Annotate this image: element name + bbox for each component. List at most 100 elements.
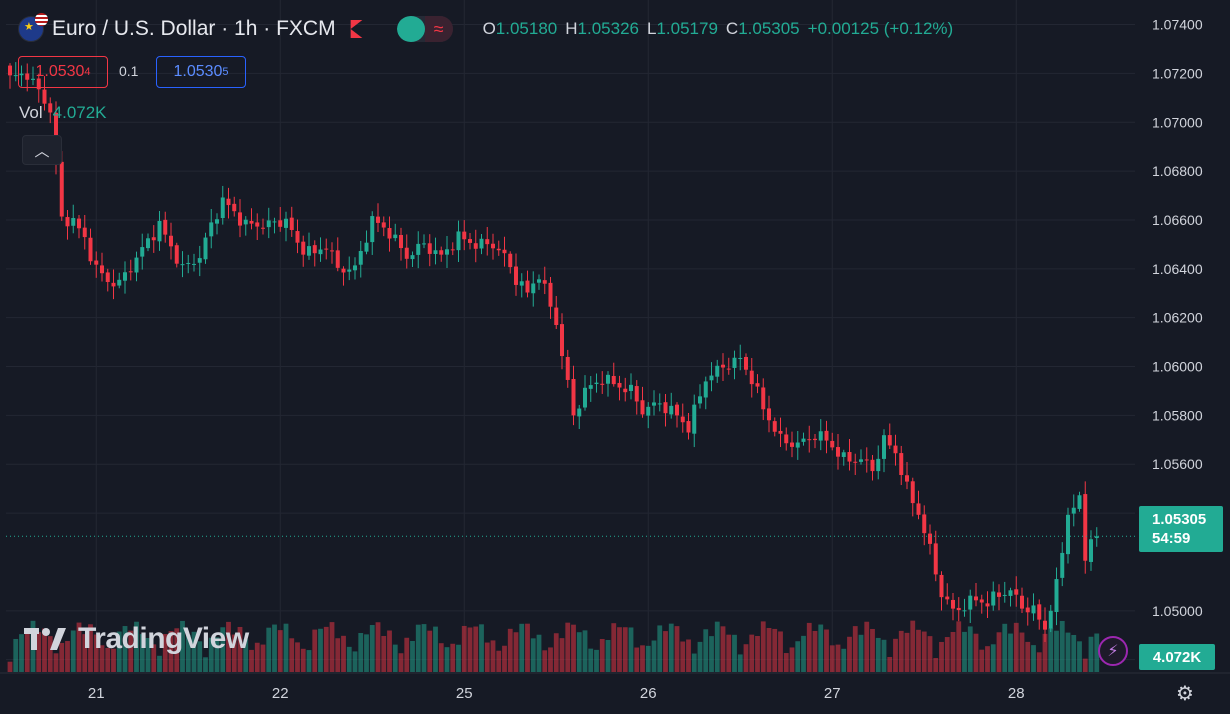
- volume-bar: [433, 626, 438, 672]
- candle-body: [197, 258, 202, 263]
- volume-bar: [864, 621, 870, 672]
- volume-bar: [956, 621, 962, 672]
- volume-bar: [346, 646, 352, 672]
- candle-body: [611, 375, 616, 385]
- volume-bar: [870, 628, 875, 672]
- volume-bar: [99, 645, 105, 672]
- candle-body: [899, 453, 904, 475]
- volume-bar: [582, 630, 588, 672]
- close-key: C: [725, 19, 739, 38]
- symbol-title[interactable]: Euro / U.S. Dollar · 1h · FXCM: [52, 17, 336, 40]
- volume-bar: [628, 627, 634, 672]
- flag-marker-icon[interactable]: [350, 20, 362, 38]
- volume-bar: [1077, 641, 1082, 672]
- candle-body: [88, 237, 93, 262]
- candle-body: [732, 357, 737, 368]
- candle-body: [542, 280, 547, 284]
- volume-bar: [467, 627, 473, 672]
- volume-bar: [151, 644, 157, 672]
- candle-body: [652, 402, 656, 406]
- market-status-pill[interactable]: ≈: [396, 16, 453, 42]
- volume-bar: [82, 634, 88, 672]
- candle-body: [261, 227, 265, 229]
- volume-bar: [1008, 633, 1013, 672]
- price-tick-label: 1.06600: [1152, 212, 1203, 228]
- volume-bar: [513, 632, 519, 672]
- candle-body: [1031, 605, 1036, 614]
- volume-bar: [444, 647, 450, 672]
- candle-body: [726, 368, 731, 370]
- candle-body: [985, 603, 990, 607]
- candle-body: [502, 249, 507, 254]
- bar-countdown: 54:59: [1152, 530, 1191, 547]
- candle-body: [410, 255, 415, 260]
- buy-button[interactable]: 1.0530 5: [156, 56, 246, 88]
- candle-body: [640, 400, 645, 415]
- volume-bar: [766, 627, 772, 672]
- candle-body: [859, 459, 863, 462]
- low-value: 1.05179: [656, 19, 718, 38]
- volume-bar: [180, 620, 185, 672]
- volume-bar: [525, 623, 530, 672]
- candle-body: [94, 260, 99, 265]
- candle-body: [450, 249, 455, 251]
- volume-bar: [496, 650, 502, 672]
- volume-bar: [116, 631, 122, 672]
- candle-body: [680, 416, 685, 423]
- volume-bar: [502, 645, 507, 672]
- grid-lines: [6, 0, 1135, 672]
- volume-bar: [743, 644, 749, 672]
- volume-bar: [197, 641, 203, 672]
- volume-bar: [594, 649, 599, 672]
- candle-body: [905, 475, 909, 482]
- candle-body: [721, 364, 725, 368]
- candle-body: [531, 283, 536, 294]
- candle-body: [1008, 590, 1013, 596]
- buy-price: 1.0530: [173, 63, 223, 80]
- close-value: 1.05305: [738, 19, 800, 38]
- candle-body: [548, 282, 553, 307]
- gear-icon[interactable]: ⚙: [1176, 682, 1194, 705]
- sell-button[interactable]: 1.0530 4: [18, 56, 108, 88]
- volume-bar: [634, 647, 640, 672]
- candle-body: [663, 402, 668, 414]
- candle-body: [318, 249, 323, 255]
- volume-bar: [1031, 645, 1036, 672]
- candle-body: [749, 370, 754, 385]
- volume-bar: [24, 630, 30, 672]
- candle-body: [698, 396, 702, 404]
- volume-bar: [1088, 636, 1094, 672]
- volume-bar: [760, 621, 766, 672]
- candle-body: [565, 356, 570, 380]
- candle-body: [404, 247, 409, 259]
- candle-body: [111, 282, 116, 287]
- price-tick-label: 1.07400: [1152, 17, 1203, 33]
- candle-body: [807, 439, 812, 441]
- volume-bar: [36, 632, 42, 672]
- volume-bar: [1019, 632, 1025, 672]
- candle-body: [295, 231, 300, 243]
- volume-bar: [277, 630, 283, 672]
- candle-body: [1077, 495, 1082, 509]
- candle-body: [427, 243, 432, 254]
- candle-body: [715, 365, 720, 377]
- volume-bar: [720, 626, 726, 672]
- candle-body: [675, 404, 679, 416]
- volume-bar: [973, 633, 979, 672]
- lightning-icon[interactable]: ⚡: [1098, 636, 1128, 666]
- spread-value: 0.1: [119, 63, 139, 79]
- candle-body: [692, 404, 697, 434]
- price-tick-label: 1.06000: [1152, 359, 1203, 375]
- tradingview-logo[interactable]: TradingView: [24, 622, 249, 656]
- candle-body: [974, 596, 978, 601]
- collapse-button[interactable]: ︿: [22, 135, 62, 165]
- volume-bar: [519, 623, 525, 672]
- candle-body: [606, 374, 610, 384]
- candle-body: [1094, 536, 1099, 539]
- volume-bar: [208, 637, 214, 672]
- candle-body: [180, 264, 185, 266]
- volume-bar: [174, 628, 180, 672]
- volume-bar: [139, 634, 145, 672]
- volume-bar: [559, 638, 565, 672]
